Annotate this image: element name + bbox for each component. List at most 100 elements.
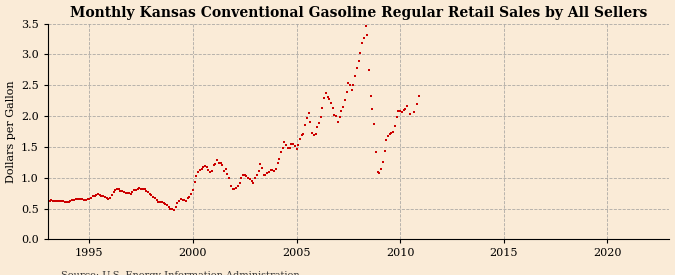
Point (398, 108, 409, 112)
Point (284, 145, 295, 150)
Point (319, 96, 329, 100)
Point (91, 193, 102, 197)
Point (381, 138, 392, 143)
Point (352, 65, 362, 70)
Point (392, 115, 402, 119)
Point (53, 199, 63, 203)
Point (388, 130, 399, 134)
Point (208, 163, 219, 167)
Point (248, 180, 259, 185)
Point (303, 111, 314, 115)
Point (272, 161, 283, 165)
Point (86, 196, 97, 200)
Point (262, 171, 273, 175)
Point (379, 148, 390, 153)
Point (142, 190, 153, 194)
Point (373, 170, 383, 174)
Point (61, 199, 72, 204)
Point (324, 97, 335, 101)
Point (120, 191, 131, 195)
Point (296, 133, 307, 137)
Point (79, 198, 90, 202)
Point (350, 74, 360, 78)
Point (306, 131, 317, 136)
Point (250, 176, 261, 181)
Point (176, 197, 186, 201)
Point (367, 107, 378, 111)
Point (279, 140, 290, 144)
Point (127, 190, 138, 194)
Point (393, 109, 404, 114)
Point (184, 195, 195, 199)
Point (389, 123, 400, 128)
Point (213, 161, 224, 166)
Point (232, 183, 243, 188)
Point (220, 167, 231, 171)
Point (305, 120, 316, 125)
Point (51, 199, 62, 204)
Point (80, 198, 91, 202)
Point (302, 116, 313, 120)
Point (77, 197, 88, 201)
Point (412, 102, 423, 107)
Point (288, 141, 298, 146)
Point (222, 172, 233, 176)
Point (414, 94, 425, 98)
Point (192, 170, 203, 174)
Text: Source: U.S. Energy Information Administration: Source: U.S. Energy Information Administ… (61, 271, 300, 275)
Point (217, 163, 227, 167)
Point (189, 180, 200, 184)
Point (181, 198, 192, 203)
Point (60, 199, 71, 204)
Point (327, 105, 338, 110)
Point (48, 199, 59, 203)
Point (200, 164, 211, 168)
Point (405, 112, 416, 117)
Point (353, 58, 364, 63)
Point (315, 115, 326, 119)
Point (188, 187, 198, 192)
Point (341, 90, 352, 94)
Point (82, 197, 93, 202)
Point (150, 196, 161, 200)
Point (148, 194, 159, 199)
Point (210, 162, 221, 166)
Point (179, 198, 190, 203)
Point (345, 83, 356, 87)
Point (260, 173, 271, 178)
Point (111, 186, 122, 191)
Y-axis label: Dollars per Gallon: Dollars per Gallon (5, 80, 16, 183)
Point (369, 122, 379, 126)
Point (256, 165, 267, 170)
Point (308, 133, 319, 137)
Point (67, 198, 78, 203)
Point (122, 191, 133, 196)
Point (246, 179, 257, 184)
Point (236, 176, 246, 180)
Point (298, 131, 308, 136)
Point (205, 170, 215, 174)
Point (265, 168, 276, 173)
Point (72, 197, 82, 201)
Point (129, 188, 140, 192)
Point (408, 110, 419, 114)
Point (271, 167, 281, 171)
Point (365, 94, 376, 98)
Point (173, 199, 184, 203)
Point (243, 175, 254, 180)
Point (49, 199, 60, 204)
Point (155, 200, 165, 205)
Point (290, 144, 300, 148)
Point (169, 207, 180, 212)
Point (153, 199, 164, 204)
Point (219, 168, 230, 173)
Point (95, 193, 105, 197)
Point (396, 110, 407, 114)
Point (182, 196, 193, 200)
Point (212, 158, 223, 163)
Point (87, 194, 98, 199)
Point (395, 109, 406, 113)
Point (161, 203, 172, 207)
Point (355, 50, 366, 55)
Point (119, 190, 130, 194)
